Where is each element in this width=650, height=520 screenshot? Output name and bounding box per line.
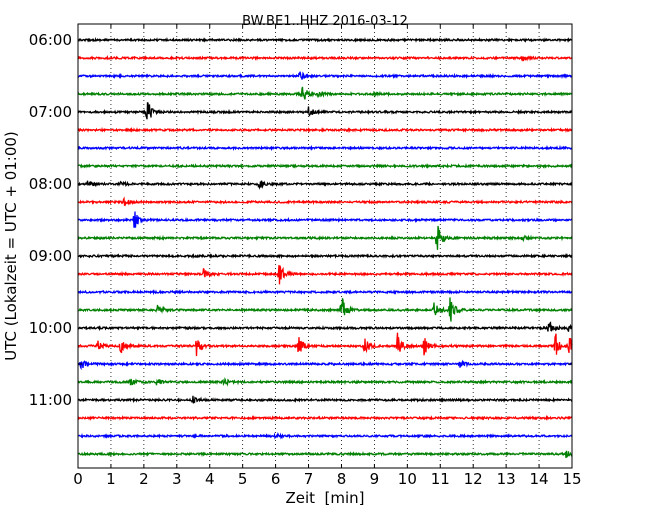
trace-0730 [77,144,573,152]
x-tick-label: 14 [530,470,549,488]
y-tick-label: 08:00 [29,175,72,193]
trace-1030 [77,359,573,371]
trace-0745 [77,163,573,170]
y-tick-label: 10:00 [29,319,72,337]
y-tick-label: 06:00 [29,31,72,49]
trace-0845 [77,225,573,250]
x-tick-label: 9 [370,470,380,488]
chart-title: BW.BE1..HHZ 2016-03-12 [242,14,408,29]
x-tick-label: 8 [337,470,347,488]
trace-group [77,36,573,458]
trace-0800 [77,180,573,190]
x-tick-label: 0 [73,470,83,488]
trace-0600 [77,36,573,43]
y-tick-label: 11:00 [29,391,72,409]
y-axis-label: UTC (Lokalzeit = UTC + 01:00) [2,131,20,361]
trace-0615 [77,54,572,62]
trace-1115 [77,414,573,422]
trace-1000 [77,321,573,332]
x-tick-label: 7 [304,470,314,488]
trace-0645 [77,86,573,100]
trace-1130 [77,431,573,440]
x-tick-label: 5 [238,470,248,488]
trace-0715 [77,126,573,134]
trace-1015 [77,332,573,357]
x-tick-label: 12 [464,470,483,488]
trace-1100 [77,395,573,404]
trace-0815 [77,196,573,207]
trace-0900 [77,252,573,260]
trace-0630 [77,71,573,80]
x-tick-label: 10 [398,470,417,488]
x-tick-label: 15 [562,470,581,488]
x-axis-ticks: 0 1 2 3 4 5 6 7 8 9 10 11 12 13 14 15 [73,24,582,488]
trace-0830 [77,211,573,228]
y-tick-label: 09:00 [29,247,72,265]
trace-0930 [77,289,573,296]
trace-0700 [77,102,573,120]
x-tick-label: 2 [139,470,149,488]
x-tick-label: 3 [172,470,182,488]
x-tick-label: 6 [271,470,281,488]
x-axis-label: Zeit [min] [285,489,364,507]
y-axis-ticks: 06:00 07:00 08:00 09:00 10:00 11:00 [29,31,572,409]
x-tick-label: 4 [205,470,215,488]
x-tick-label: 1 [106,470,116,488]
trace-0915 [77,265,573,285]
x-tick-label: 11 [431,470,450,488]
trace-1045 [77,376,573,387]
trace-0945 [77,297,573,322]
y-tick-label: 07:00 [29,103,72,121]
plot-frame [77,23,573,469]
trace-1145 [77,450,573,458]
x-tick-label: 13 [497,470,516,488]
